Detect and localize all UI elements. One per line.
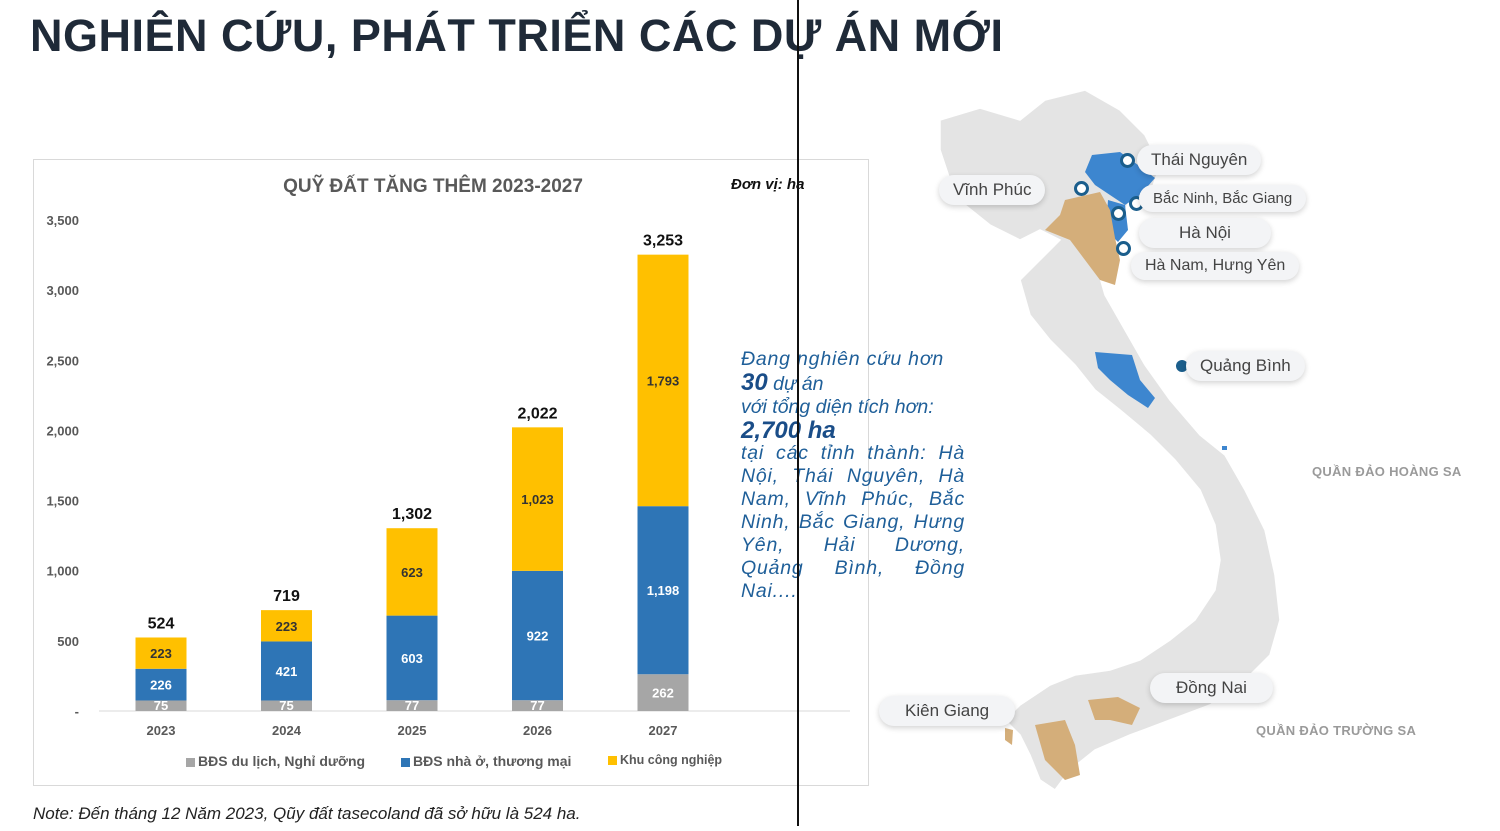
- data-label: 75: [279, 698, 293, 713]
- map-highlight-dong-nai: [1088, 697, 1140, 725]
- y-tick-label: 3,500: [46, 213, 79, 228]
- map-highlight-kien-giang: [1035, 720, 1080, 780]
- callout-thai-nguyen: Thái Nguyên: [1137, 145, 1262, 175]
- legend-swatch-residential: [401, 757, 410, 767]
- data-label: 223: [150, 646, 172, 661]
- unit-label: Đơn vị: ha: [731, 176, 805, 193]
- data-label: 75: [154, 698, 168, 713]
- marker-quang-binh: [1176, 360, 1188, 372]
- marker-ha-nam: [1116, 241, 1131, 256]
- y-tick-label: -: [75, 704, 79, 719]
- callout-bac-ninh-bac-giang: Bắc Ninh, Bắc Giang: [1139, 185, 1307, 212]
- chart-title: QUỸ ĐẤT TĂNG THÊM 2023-2027: [283, 176, 583, 197]
- chart-panel: - 500 1,000 1,500 2,000 2,500 3,000 3,500 75 226 2…: [33, 159, 869, 786]
- marker-thai-nguyen: [1120, 153, 1135, 168]
- total-label: 1,302: [392, 506, 432, 523]
- bar-segment: [637, 506, 689, 675]
- x-tick-label: 2025: [398, 723, 427, 738]
- research-summary: Đang nghiên cứu hơn 30 dự án với tổng di…: [741, 348, 965, 603]
- y-tick-label: 2,500: [46, 353, 79, 368]
- map-highlight-quang-binh: [1095, 352, 1155, 408]
- bar-segment: [386, 528, 438, 616]
- bar-segment: [512, 427, 563, 571]
- bar-segment: [512, 700, 563, 711]
- y-tick-label: 500: [57, 634, 79, 649]
- bar-segment: [261, 610, 312, 642]
- divider-line: [797, 0, 799, 826]
- stacked-bar-chart: - 500 1,000 1,500 2,000 2,500 3,000 3,500 75 226 2…: [46, 213, 850, 738]
- callout-ha-noi: Hà Nội: [1139, 218, 1271, 248]
- callout-vinh-phuc: Vĩnh Phúc: [939, 175, 1046, 205]
- marker-vinh-phuc: [1074, 181, 1089, 196]
- y-tick-label: 2,000: [46, 423, 79, 438]
- total-label: 2,022: [517, 405, 557, 422]
- data-label: 223: [276, 619, 298, 634]
- spratly-islands-label: QUẦN ĐẢO TRƯỜNG SA: [1256, 723, 1417, 738]
- y-tick-label: 1,000: [46, 564, 79, 579]
- map-highlight-north-tan: [1045, 192, 1120, 285]
- bar-segment: [637, 674, 689, 711]
- legend-item-industrial: Khu công nghiệp: [608, 753, 722, 767]
- map-island-marker: [1222, 446, 1227, 450]
- bar-segment: [261, 700, 312, 711]
- research-count-line: 30 dự án: [741, 371, 965, 396]
- research-provinces: tại các tỉnh thành: Hà Nội, Thái Nguyên,…: [741, 442, 965, 602]
- research-count: 30: [741, 369, 768, 396]
- data-label: 421: [276, 664, 298, 679]
- data-label: 1,793: [647, 373, 680, 388]
- bar-segment: [386, 700, 438, 711]
- data-label: 1,023: [521, 492, 554, 507]
- bar-segment: [135, 700, 187, 711]
- callout-ha-nam-hung-yen: Hà Nam, Hưng Yên: [1131, 252, 1300, 280]
- research-area: 2,700 ha: [741, 417, 836, 444]
- research-line-1: Đang nghiên cứu hơn: [741, 348, 945, 370]
- x-tick-label: 2023: [147, 723, 176, 738]
- vietnam-map: QUẦN ĐẢO HOÀNG SA QUẦN ĐẢO TRƯỜNG SA: [870, 80, 1500, 826]
- total-label: 719: [273, 588, 300, 605]
- callout-kien-giang: Kiên Giang: [879, 696, 1016, 726]
- data-label: 922: [527, 629, 549, 644]
- research-count-suffix: dự án: [767, 373, 824, 395]
- page-title: NGHIÊN CỨU, PHÁT TRIỂN CÁC DỰ ÁN MỚI: [30, 10, 1004, 61]
- marker-ha-noi: [1111, 206, 1126, 221]
- x-tick-label: 2024: [272, 723, 302, 738]
- data-label: 226: [150, 678, 172, 693]
- callout-quang-binh: Quảng Bình: [1186, 351, 1305, 381]
- map-highlight-phu-quoc: [1005, 728, 1013, 745]
- bar-segment: [135, 637, 187, 669]
- callout-dong-nai: Đồng Nai: [1150, 673, 1273, 703]
- bar-segment: [386, 615, 438, 701]
- bar-segment: [135, 668, 187, 701]
- vietnam-map-shape: [939, 89, 1281, 792]
- legend-item-tourism: BĐS du lịch, Nghỉ dưỡng: [186, 753, 365, 769]
- bar-segment: [637, 254, 689, 507]
- x-tick-label: 2026: [523, 723, 552, 738]
- data-label: 262: [652, 686, 674, 701]
- paracel-islands-label: QUẦN ĐẢO HOÀNG SA: [1312, 464, 1462, 479]
- x-tick-label: 2027: [649, 723, 678, 738]
- y-tick-label: 3,000: [46, 283, 79, 298]
- bar-segment: [512, 570, 563, 701]
- data-label: 77: [405, 698, 419, 713]
- data-label: 623: [401, 565, 423, 580]
- y-tick-label: 1,500: [46, 494, 79, 509]
- total-label: 3,253: [643, 233, 683, 250]
- total-label: 524: [148, 615, 175, 632]
- legend-item-residential: BĐS nhà ở, thương mại: [401, 753, 571, 769]
- legend-swatch-industrial: [608, 756, 617, 766]
- data-label: 77: [530, 698, 544, 713]
- bar-segment: [261, 641, 312, 701]
- footnote: Note: Đến tháng 12 Năm 2023, Qũy đất tas…: [33, 804, 581, 823]
- data-label: 603: [401, 651, 423, 666]
- research-line-3: với tổng diện tích hơn:: [741, 396, 934, 418]
- legend-swatch-tourism: [186, 757, 195, 767]
- data-label: 1,198: [647, 583, 680, 598]
